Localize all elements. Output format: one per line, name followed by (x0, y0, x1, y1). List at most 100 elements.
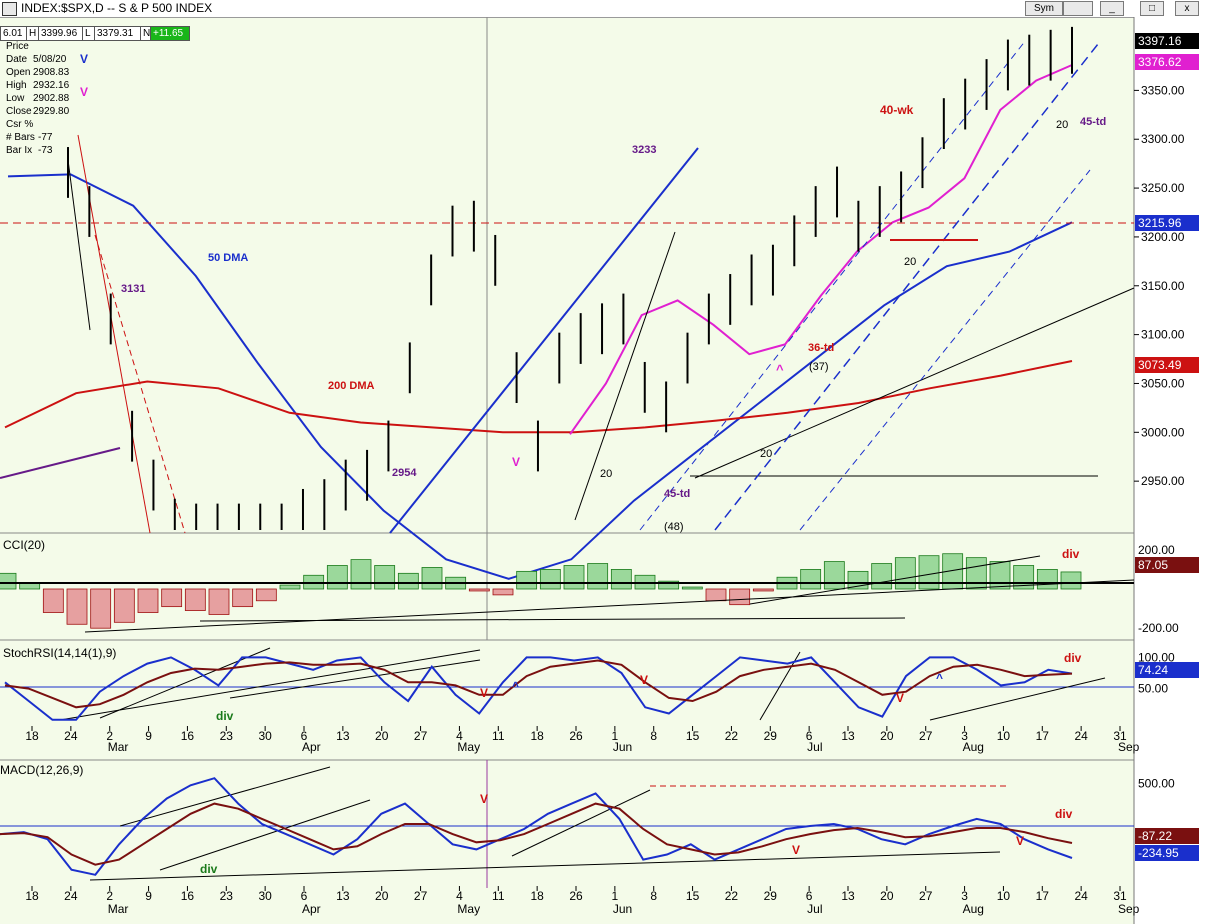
x-axis-day-label: 1 (612, 889, 619, 903)
stoch-title: StochRSI(14,14(1),9) (3, 646, 116, 660)
x-axis-day-label: 8 (650, 889, 657, 903)
x-axis-day-label: 27 (414, 889, 428, 903)
label-40wk: 40-wk (880, 103, 914, 117)
price-axis-label: 3300.00 (1141, 132, 1185, 146)
stoch-caret-1: ^ (512, 679, 519, 693)
high-value: 3399.96 (38, 26, 84, 41)
cci-bar (1060, 571, 1082, 590)
main-annotations: 50 DMA 200 DMA 3131 2954 3233 40-wk 45-t… (121, 103, 1106, 533)
cci-bar (918, 555, 940, 590)
x-axis-day-label: 27 (414, 729, 428, 743)
intv-button[interactable] (1063, 1, 1093, 16)
x-axis-day-label: 9 (145, 889, 152, 903)
x-axis-day-label: 13 (336, 889, 350, 903)
window-titlebar: INDEX:$SPX,D -- S & P 500 INDEX Sym _ □ … (0, 0, 1210, 18)
x-axis-day-label: 3 (961, 729, 968, 743)
x-axis-day-label: 13 (841, 889, 855, 903)
price-axis-label: 2950.00 (1141, 474, 1185, 488)
x-axis-month-label: Sep (1118, 902, 1140, 916)
bars-label: # Bars (6, 132, 35, 143)
x-axis-day-label: 24 (1074, 889, 1088, 903)
stoch-v-2: V (640, 673, 648, 687)
x-axis-day-label: 16 (181, 729, 195, 743)
x-axis-day-label: 18 (530, 889, 544, 903)
open-value-panel: 2908.83 (33, 67, 70, 78)
cci-bar (587, 563, 609, 590)
label-20-d: 20 (760, 448, 772, 460)
price-axis-label: 3350.00 (1141, 83, 1185, 97)
scale-background (1134, 17, 1210, 924)
stoch-div-green: div (216, 709, 234, 723)
date-value: 5/08/20 (33, 54, 67, 65)
macd-signal-line (0, 802, 1073, 866)
x-axis-day-label: 24 (1074, 729, 1088, 743)
label-20-c: 20 (600, 468, 612, 480)
macd-div-green: div (200, 862, 218, 876)
label-3131: 3131 (121, 283, 145, 295)
cci-bar (563, 565, 585, 590)
x-axis-day-label: 3 (961, 889, 968, 903)
cci-bar (0, 572, 17, 590)
cci-bar (184, 588, 206, 611)
x-axis-month-label: May (457, 902, 480, 916)
cci-title: CCI(20) (3, 538, 45, 552)
close-button[interactable]: x (1175, 1, 1199, 16)
label-v-magenta: V (512, 455, 520, 469)
cci-bar (516, 570, 538, 590)
restore-button[interactable]: □ (1140, 1, 1164, 16)
label-48: (48) (664, 521, 684, 533)
label-2954: 2954 (392, 467, 417, 479)
macd-signal-tag: -234.95 (1135, 845, 1199, 861)
ma20-value-tag: 3376.62 (1135, 54, 1199, 70)
sym-button[interactable]: Sym (1025, 1, 1063, 16)
x-axis-day-label: 18 (25, 889, 39, 903)
x-axis-day-label: 4 (456, 889, 463, 903)
panel-separators (0, 17, 1135, 924)
x-axis-day-label: 26 (569, 729, 583, 743)
x-axis-day-label: 6 (301, 889, 308, 903)
price-axis-label: 3250.00 (1141, 181, 1185, 195)
cci-bar (374, 565, 396, 590)
label-36td: 36-td (808, 342, 834, 354)
ma-20-line (569, 64, 1073, 435)
macd-value-tag: -87.22 (1135, 828, 1199, 844)
macd-line (0, 777, 1073, 876)
x-axis-day-label: 27 (919, 729, 933, 743)
minimize-button[interactable]: _ (1100, 1, 1124, 16)
cci-bar (137, 588, 159, 613)
cci-bar (871, 563, 893, 590)
x-axis-day-label: 20 (375, 889, 389, 903)
high-value-panel: 2932.16 (33, 80, 70, 91)
label-20-b: 20 (904, 256, 916, 268)
x-axis-month-label: Apr (302, 902, 321, 916)
x-axis-month-label: May (457, 740, 480, 754)
cci-bar (752, 588, 774, 592)
net-change-value: +11.65 (150, 26, 190, 41)
label-37: (37) (809, 361, 829, 373)
cci-bar (847, 570, 869, 590)
macd-v-1: V (480, 792, 488, 806)
x-axis-day-label: 4 (456, 729, 463, 743)
cci-bar (397, 572, 419, 590)
x-axis-day-label: 27 (919, 889, 933, 903)
marker-v-magenta: V (80, 85, 89, 99)
x-axis-day-label: 20 (880, 729, 894, 743)
x-axis-day-label: 20 (375, 729, 389, 743)
cci-bar (729, 588, 751, 606)
x-axis-day-label: 30 (258, 889, 272, 903)
cci-bar (610, 569, 632, 590)
barix-label: Bar Ix (6, 145, 33, 156)
stoch-rsi-line (4, 656, 1073, 721)
label-200dma: 200 DMA (328, 380, 375, 392)
ma50-value-tag: 3215.96 (1135, 215, 1199, 231)
cci-bar (19, 582, 41, 590)
cci-bar (208, 588, 230, 615)
cci-bar (421, 567, 443, 590)
ma200-value-tag: 3073.49 (1135, 357, 1199, 373)
x-axis-day-label: 16 (181, 889, 195, 903)
cci-bar (492, 588, 514, 596)
label-3233: 3233 (632, 144, 656, 156)
macd-axis-label: 500.00 (1138, 776, 1175, 790)
x-axis-day-label: 11 (492, 729, 505, 743)
x-axis-day-label: 15 (686, 889, 700, 903)
